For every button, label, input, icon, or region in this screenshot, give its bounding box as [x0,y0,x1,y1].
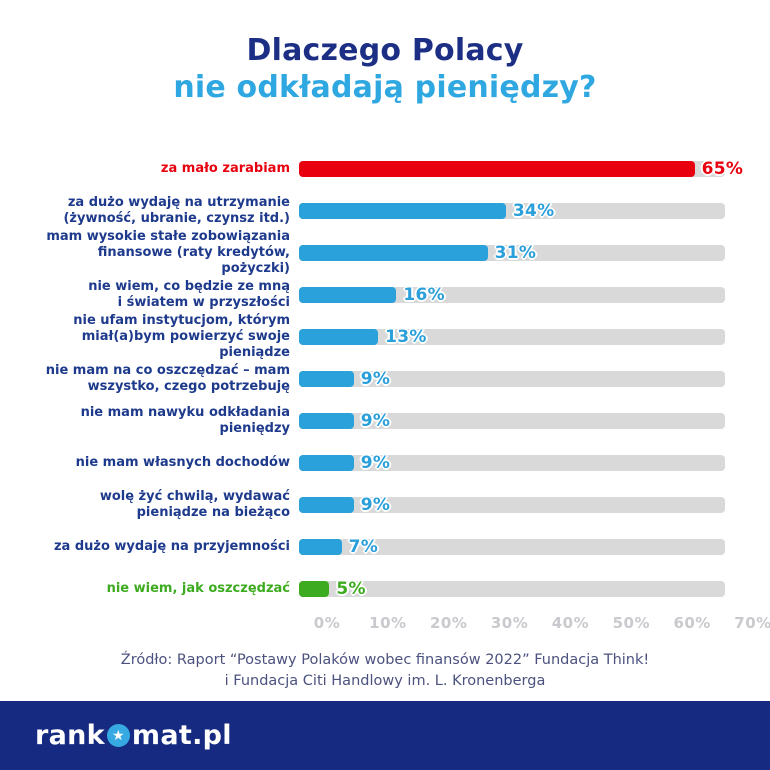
value-label: 65% [701,159,744,179]
x-axis-tick: 20% [430,614,468,632]
source-line-1: Źródło: Raport “Postawy Polaków wobec fi… [120,652,650,668]
bar-fill [299,497,354,513]
source-line-2: i Fundacja Citi Handlowy im. L. Kronenbe… [224,673,546,689]
bar-track: 34% [299,201,725,221]
bar-track: 9% [299,495,725,515]
category-label: nie mam własnych dochodów [75,455,290,470]
chart-row: nie wiem, jak oszczędzać 5% [28,568,746,610]
category-label: mam wysokie stałe zobowiązania finansowe … [46,229,290,276]
bar-fill [299,161,695,177]
x-axis-tick: 40% [551,614,590,632]
bar-fill [299,329,379,345]
chart-row: nie mam nawyku odkładania pieniędzy 9% [28,400,746,442]
chart-row: mam wysokie stałe zobowiązania finansowe … [28,229,746,276]
logo-star-icon: ★ [106,724,130,747]
bar-fill [299,245,488,261]
category-label: wolę żyć chwilą, wydawać pieniądze na bie… [99,489,290,520]
chart-row: nie mam własnych dochodów 9% [28,442,746,484]
footer-bar: rank ★ mat.pl [0,701,770,770]
category-label: za mało zarabiam [160,161,290,176]
chart-row: za dużo wydaję na utrzymanie (żywność, ub… [28,190,746,232]
x-axis-tick: 10% [369,614,407,632]
value-label: 31% [494,243,537,263]
x-axis-tick: 30% [490,614,529,632]
title-line-1: Dlaczego Polacy [246,33,524,68]
bar-track: 9% [299,411,725,431]
logo-text-prefix: rank [35,720,105,751]
chart-title: Dlaczego Polacy nie odkładają pieniędzy? [0,32,770,106]
value-label: 9% [360,411,391,431]
x-axis-tick: 60% [673,614,711,632]
category-label: nie wiem, co będzie ze mną i światem w pr… [88,279,290,310]
category-label: nie mam na co oszczędzać – mam wszystko, … [45,363,290,394]
chart-row: nie wiem, co będzie ze mną i światem w pr… [28,274,746,316]
bar-track: 7% [299,537,725,557]
bar-fill [299,287,397,303]
bar-fill [299,581,330,597]
chart-row: za dużo wydaję na przyjemności 7% [28,526,746,568]
x-axis: 0% 10% 20% 30% 40% 50% 60% 70% [28,614,770,634]
value-label: 13% [385,327,427,347]
bar-track: 9% [299,453,725,473]
bar-fill [299,203,506,219]
chart-row: nie ufam instytucjom, którym miał(a)bym p… [28,313,746,360]
category-label: nie ufam instytucjom, którym miał(a)bym p… [73,313,290,360]
logo-text-suffix: mat.pl [131,720,232,751]
chart-row: wolę żyć chwilą, wydawać pieniądze na bie… [28,484,746,526]
x-axis-tick: 70% [734,614,770,632]
bar-fill [299,413,354,429]
bar-track: 65% [299,159,743,179]
x-axis-tick: 50% [612,614,650,632]
bar-track: 13% [299,327,725,347]
chart-rows: za mało zarabiam 65% za dużo wydaję na utr… [28,148,746,610]
bar-track: 9% [299,369,725,389]
value-label: 9% [360,453,391,473]
bar-track: 16% [299,285,725,305]
chart-row: za mało zarabiam 65% [28,148,746,190]
value-label: 9% [360,369,391,389]
bar-track: 31% [299,243,725,263]
value-label: 34% [512,201,555,221]
rankomat-logo: rank ★ mat.pl [35,720,232,751]
category-label: nie mam nawyku odkładania pieniędzy [80,405,290,436]
bar-track: 5% [299,579,725,599]
bar-chart: za mało zarabiam 65% za dużo wydaję na utr… [0,148,770,634]
bar-fill [299,539,342,555]
bar-fill [299,455,354,471]
bar-fill [299,371,354,387]
value-label: 16% [403,285,445,305]
value-label: 9% [360,495,391,515]
star-glyph: ★ [111,727,125,744]
category-label: nie wiem, jak oszczędzać [106,581,290,596]
chart-row: nie mam na co oszczędzać – mam wszystko, … [28,358,746,400]
title-line-2: nie odkładają pieniędzy? [173,70,597,105]
x-axis-tick: 0% [313,614,341,632]
category-label: za dużo wydaję na przyjemności [53,539,290,554]
value-label: 7% [348,537,379,557]
source-note: Źródło: Raport “Postawy Polaków wobec fi… [0,650,770,692]
category-label: za dużo wydaję na utrzymanie (żywność, ub… [63,195,290,226]
value-label: 5% [336,579,366,599]
